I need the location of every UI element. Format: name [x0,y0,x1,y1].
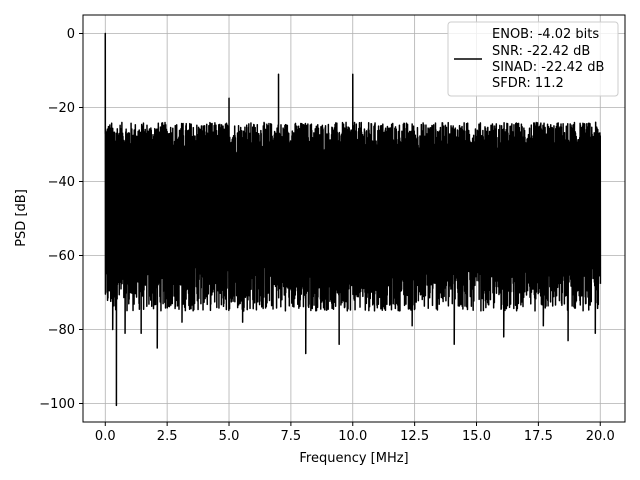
x-tick-label: 20.0 [586,429,615,444]
x-tick-label: 7.5 [281,429,302,444]
x-axis-label: Frequency [MHz] [299,451,408,466]
psd-series-line [104,32,602,407]
y-tick-label: −20 [48,101,75,116]
plot-frame [82,14,626,423]
legend-entry-sfdr: SFDR: 11.2 [492,76,564,91]
x-tick-label: 2.5 [157,429,178,444]
x-axis: 0.0 2.5 5.0 7.5 10.0 12.5 15.0 17.5 20.0 [95,422,615,444]
x-tick-label: 12.5 [400,429,429,444]
x-tick-label: 10.0 [338,429,367,444]
y-tick-label: −100 [39,397,75,412]
y-axis: 0 −20 −40 −60 −80 −100 [39,27,83,412]
y-tick-label: −40 [48,175,75,190]
x-tick-label: 0.0 [95,429,116,444]
x-tick-label: 17.5 [524,429,553,444]
legend-box [447,21,619,97]
y-axis-label: PSD [dB] [14,189,29,247]
y-tick-label: 0 [67,27,75,42]
y-tick-label: −80 [48,323,75,338]
legend-entry-sinad: SINAD: -22.42 dB [492,60,604,75]
legend-entry-enob: ENOB: -4.02 bits [492,27,599,42]
y-tick-label: −60 [48,249,75,264]
legend: ENOB: -4.02 bits SNR: -22.42 dB SINAD: -… [447,21,619,97]
x-tick-label: 15.0 [462,429,491,444]
x-tick-label: 5.0 [219,429,240,444]
legend-entry-snr: SNR: -22.42 dB [492,44,590,59]
